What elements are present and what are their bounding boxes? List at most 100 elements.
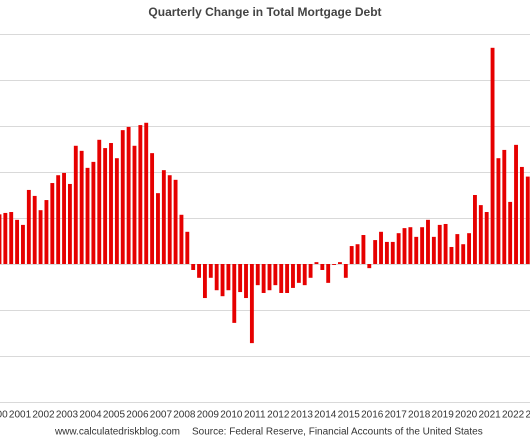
bar — [85, 167, 90, 264]
bar — [191, 264, 196, 270]
bar — [67, 183, 72, 264]
bar — [32, 195, 37, 264]
x-tick-label: 2008 — [173, 410, 196, 421]
x-tick-label: 2015 — [338, 410, 361, 421]
x-tick-label: 2016 — [361, 410, 384, 421]
x-tick-label: 2010 — [220, 410, 243, 421]
bar — [238, 264, 243, 293]
bar — [473, 195, 477, 264]
bar — [109, 143, 113, 264]
x-tick-label: 2019 — [432, 410, 455, 421]
bar — [138, 125, 143, 264]
bar — [402, 228, 407, 264]
bar — [367, 264, 372, 269]
x-tick-label: 2009 — [197, 410, 220, 421]
bar — [302, 264, 307, 286]
bar — [514, 144, 518, 264]
bar — [519, 166, 524, 264]
bar — [232, 264, 237, 323]
bar — [161, 170, 166, 264]
x-tick-label: 2005 — [103, 410, 126, 421]
bar — [420, 227, 425, 264]
bar — [226, 264, 231, 291]
bar — [3, 212, 8, 264]
bar — [496, 158, 501, 264]
bar — [38, 210, 43, 264]
bar — [249, 264, 254, 344]
bar — [50, 183, 55, 264]
bar — [197, 264, 201, 278]
bar — [26, 189, 31, 264]
bar — [373, 240, 378, 264]
bar — [490, 47, 495, 264]
x-tick-label: 2021 — [478, 410, 501, 421]
bar — [396, 233, 401, 264]
bar — [44, 200, 49, 264]
bar — [437, 224, 442, 264]
bar — [73, 145, 78, 264]
x-tick-label: 2013 — [291, 410, 314, 421]
bar — [461, 244, 466, 264]
bar — [156, 193, 160, 264]
x-tick-label: 2002 — [32, 410, 55, 421]
source-site: www.calculatedriskblog.com — [54, 427, 180, 438]
chart-title: Quarterly Change in Total Mortgage Debt — [148, 5, 381, 19]
bar — [214, 264, 219, 291]
bar — [91, 161, 96, 264]
bar — [15, 219, 20, 264]
bar — [355, 244, 360, 264]
bar — [244, 264, 248, 299]
bar — [361, 235, 366, 264]
bar — [279, 264, 284, 293]
bar — [343, 264, 348, 278]
bar — [296, 264, 301, 283]
x-tick-label: 2000 — [0, 410, 8, 421]
bar — [0, 214, 2, 264]
x-tick-label: 2018 — [408, 410, 431, 421]
bar — [62, 172, 66, 264]
bar — [467, 233, 472, 264]
bar — [308, 264, 313, 278]
bar — [56, 175, 61, 264]
bar — [202, 264, 207, 299]
bar — [167, 175, 172, 264]
bar — [484, 212, 489, 264]
bar — [443, 223, 448, 264]
x-tick-label: 2012 — [267, 410, 290, 421]
bar — [408, 227, 413, 264]
bar — [455, 234, 460, 264]
x-tick-label: 2011 — [244, 410, 266, 421]
bar — [326, 264, 331, 283]
x-tick-label: 2017 — [385, 410, 408, 421]
bar — [132, 145, 137, 264]
bar — [332, 264, 337, 265]
bar — [21, 224, 25, 264]
bar — [349, 246, 354, 264]
bar — [431, 236, 436, 264]
bar — [285, 264, 290, 293]
bar — [379, 231, 383, 264]
bar — [9, 212, 14, 264]
bar — [449, 246, 454, 264]
bar — [114, 158, 119, 264]
bar — [144, 122, 149, 264]
bar — [103, 148, 108, 264]
bar — [478, 205, 483, 264]
bar — [291, 264, 295, 288]
bar — [337, 262, 342, 264]
x-tick-label: 2003 — [56, 410, 79, 421]
bar — [508, 201, 513, 264]
bar — [150, 153, 155, 264]
bar — [220, 264, 225, 297]
bar — [255, 264, 260, 286]
bar — [179, 214, 184, 264]
x-tick-label: 2022 — [502, 410, 525, 421]
bar — [525, 176, 530, 264]
bar — [502, 149, 507, 264]
bar — [320, 264, 325, 270]
bar — [314, 262, 319, 264]
bar — [426, 219, 430, 264]
bar — [185, 231, 190, 264]
